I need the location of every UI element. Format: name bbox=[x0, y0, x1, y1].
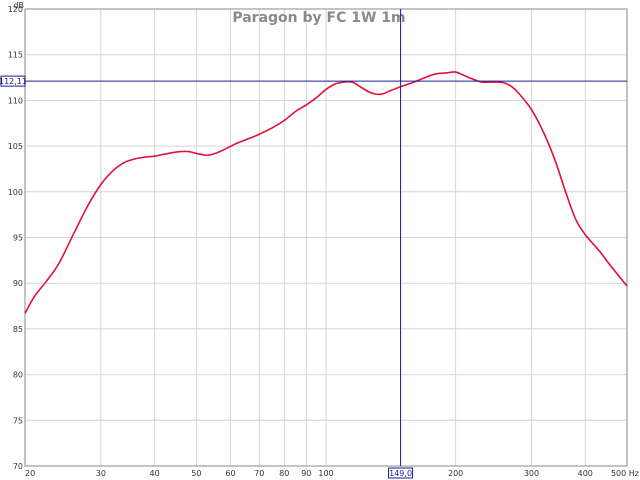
y-tick-label: 85 bbox=[13, 325, 23, 334]
x-tick-label: 100 bbox=[318, 469, 333, 478]
y-tick-label: 90 bbox=[13, 279, 23, 288]
cursor-y-readout: 112,11 bbox=[0, 77, 27, 86]
x-tick-label: 400 bbox=[578, 469, 593, 478]
y-axis-unit: dB bbox=[13, 1, 24, 10]
x-tick-label: 40 bbox=[150, 469, 160, 478]
x-tick-label: 60 bbox=[225, 469, 235, 478]
y-tick-label: 95 bbox=[13, 234, 23, 243]
x-tick-label: 90 bbox=[301, 469, 311, 478]
chart-title: Paragon by FC 1W 1m bbox=[232, 10, 405, 26]
y-tick-label: 100 bbox=[8, 188, 23, 197]
y-tick-label: 75 bbox=[13, 416, 23, 425]
x-tick-label: 50 bbox=[191, 469, 201, 478]
x-tick-label: 70 bbox=[254, 469, 264, 478]
x-tick-labels: 20 30 40 50 60 70 80 90 100 200 300 400 500 Hz bbox=[25, 469, 639, 478]
x-tick-label: 300 bbox=[524, 469, 539, 478]
y-tick-label: 120 bbox=[8, 5, 23, 14]
cursor-x-readout: 149,0 bbox=[389, 469, 412, 478]
y-tick-label: 115 bbox=[8, 51, 23, 60]
y-tick-label: 80 bbox=[13, 371, 23, 380]
y-tick-labels: 70 75 80 85 90 95 100 105 110 115 120 bbox=[8, 5, 23, 471]
x-tick-label: 20 bbox=[25, 469, 35, 478]
cursor-y-readout-box bbox=[0, 75, 26, 87]
x-tick-label: 80 bbox=[279, 469, 289, 478]
y-tick-label: 105 bbox=[8, 142, 23, 151]
x-tick-label: 30 bbox=[96, 469, 106, 478]
series-layer bbox=[24, 71, 628, 314]
cursor-x-readout-box bbox=[388, 467, 414, 479]
y-tick-label: 110 bbox=[8, 96, 23, 105]
x-tick-label: 500 Hz bbox=[611, 469, 639, 478]
cursor[interactable]: 112,11 149,0 bbox=[0, 9, 627, 479]
plot-frame bbox=[24, 8, 628, 467]
y-tick-label: 70 bbox=[13, 462, 23, 471]
x-tick-label: 200 bbox=[448, 469, 463, 478]
series-line bbox=[24, 71, 628, 314]
